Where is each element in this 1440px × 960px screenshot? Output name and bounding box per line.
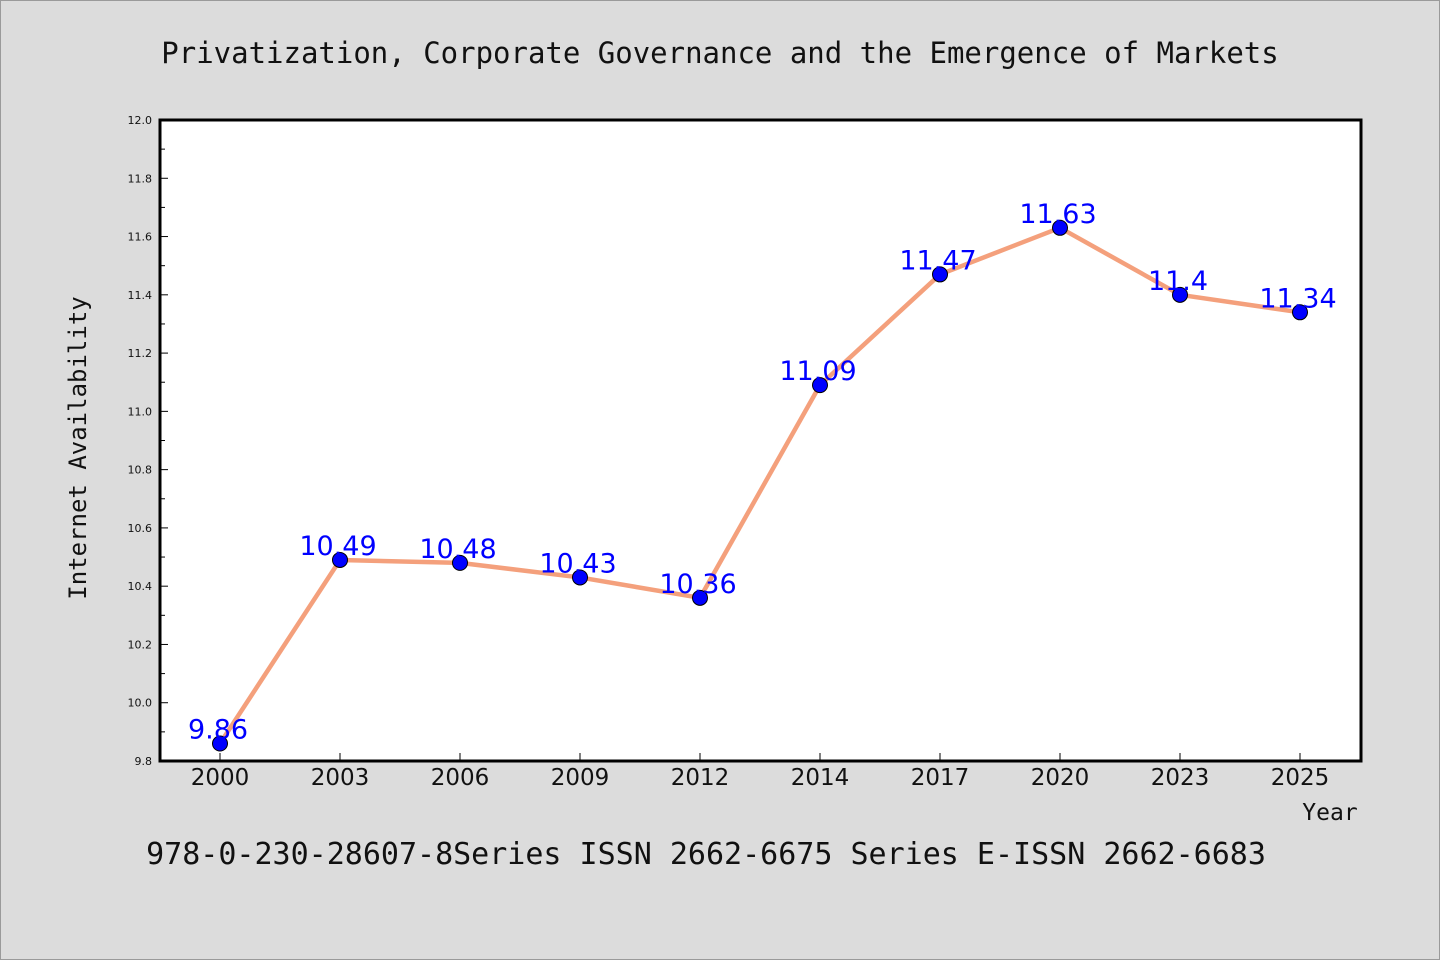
footer-isbn-issn: 978-0-230-28607-8Series ISSN 2662-6675 S… — [146, 837, 1266, 872]
data-label: 10.49 — [299, 531, 376, 562]
y-tick-label: 12.0 — [128, 114, 153, 127]
data-label: 11.4 — [1148, 266, 1208, 297]
data-point — [572, 569, 588, 586]
series-line-group — [218, 225, 1301, 745]
data-point — [452, 554, 468, 571]
y-tick-label: 11.2 — [128, 347, 153, 360]
data-point — [1172, 286, 1188, 303]
data-point — [812, 377, 828, 394]
x-tick-label: 2009 — [551, 765, 610, 791]
x-tick-label: 2020 — [1031, 765, 1090, 791]
data-label: 11.47 — [899, 245, 976, 276]
plot-area — [158, 118, 1363, 763]
data-point — [1292, 304, 1308, 321]
x-tick-label: 2023 — [1151, 765, 1210, 791]
data-label: 9.86 — [188, 715, 248, 746]
data-label: 10.48 — [419, 534, 496, 565]
y-tick-label: 10.0 — [128, 697, 153, 710]
x-tick-label: 2014 — [791, 765, 850, 791]
chart-title: Privatization, Corporate Governance and … — [161, 36, 1278, 70]
data-label: 10.36 — [659, 569, 736, 600]
data-label: 10.43 — [539, 548, 616, 579]
x-tick-label: 2025 — [1271, 765, 1330, 791]
y-tick-label: 10.4 — [128, 580, 153, 593]
x-axis-ticks: 2000 2003 2006 2009 2012 2014 2017 2020 2023 2025 — [191, 753, 1330, 791]
y-tick-label: 10.8 — [128, 464, 153, 477]
x-tick-label: 2000 — [191, 765, 250, 791]
y-axis-label: Internet Availability — [64, 296, 92, 599]
data-label: 11.09 — [779, 356, 856, 387]
y-tick-label: 9.8 — [135, 755, 153, 768]
y-axis-ticks: 9.8 10.0 10.2 10.4 10.6 10.8 11.0 11.2 11.4 11.6 1… — [128, 114, 168, 768]
x-tick-label: 2006 — [431, 765, 490, 791]
data-point — [692, 589, 708, 606]
y-tick-label: 10.2 — [128, 638, 153, 651]
y-tick-label: 11.4 — [128, 289, 153, 302]
data-point — [932, 266, 948, 283]
x-tick-label: 2012 — [671, 765, 730, 791]
data-point — [332, 551, 348, 568]
data-label: 11.63 — [1019, 199, 1096, 230]
x-tick-label: 2003 — [311, 765, 370, 791]
data-point — [1052, 219, 1068, 236]
data-labels: 9.86 10.49 10.48 10.43 10.36 11.09 11.47 11.63 1… — [188, 199, 1337, 746]
x-axis-label: Year — [1302, 800, 1357, 826]
x-tick-label: 2017 — [911, 765, 970, 791]
y-tick-label: 11.8 — [128, 172, 153, 185]
series-markers — [212, 219, 1308, 752]
data-label: 11.34 — [1259, 283, 1336, 314]
data-point — [212, 735, 228, 752]
y-tick-label: 11.0 — [128, 405, 153, 418]
y-tick-label: 10.6 — [128, 522, 153, 535]
y-tick-label: 11.6 — [128, 231, 153, 244]
series-line — [218, 225, 1301, 745]
